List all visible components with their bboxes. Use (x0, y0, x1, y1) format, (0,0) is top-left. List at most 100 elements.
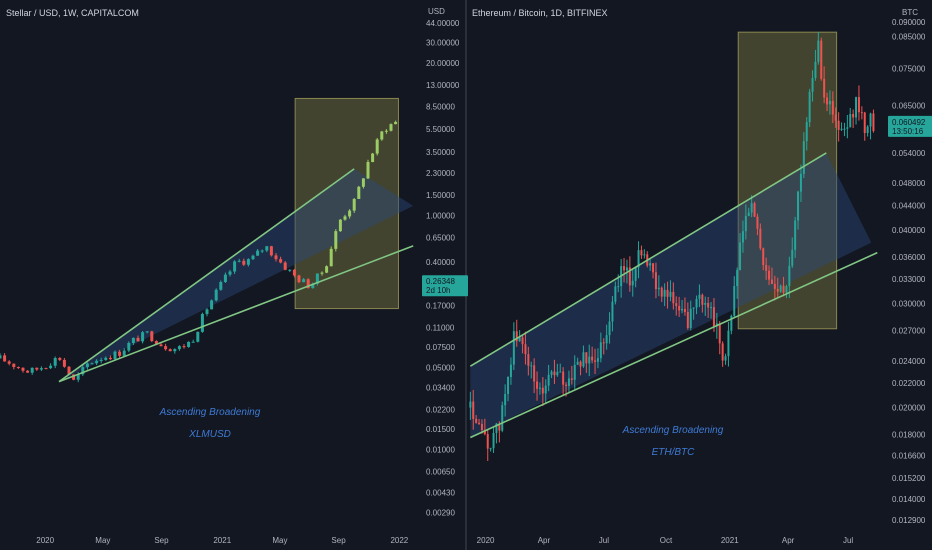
candle-body (196, 331, 200, 342)
candle-body (776, 288, 779, 292)
candle-body (559, 371, 562, 373)
right-chart: 0.090000 0.085000 0.075000 0.065000 0.054000… (469, 8, 932, 545)
y-tick-label: 44.00000 (426, 19, 460, 28)
candle-body (512, 331, 515, 365)
candle-body (507, 377, 510, 395)
candle-body (72, 374, 76, 380)
candle-body (256, 250, 260, 256)
y-tick-label: 0.012900 (892, 516, 926, 525)
candle-body (469, 401, 472, 408)
x-tick-label: Apr (782, 536, 795, 545)
candle-body (811, 77, 814, 92)
y-tick-label: 1.00000 (426, 211, 455, 220)
y-tick-label: 0.00430 (426, 488, 455, 497)
candle-body (718, 323, 721, 344)
candle-body (750, 203, 753, 213)
y-tick-label: 0.022000 (892, 379, 926, 388)
candle-body (187, 341, 191, 347)
candle-body (343, 216, 347, 220)
candle-body (799, 173, 802, 192)
y-tick-label: 0.075000 (892, 65, 926, 74)
candle-body (617, 286, 620, 288)
candle-body (565, 384, 568, 386)
candle-body (724, 356, 727, 361)
candle-body (168, 349, 172, 352)
y-tick-label: 1.50000 (426, 191, 455, 200)
y-tick-label: 0.024000 (892, 357, 926, 366)
candle-body (736, 270, 739, 287)
candle-body (480, 423, 483, 431)
candle-body (828, 100, 831, 105)
candle-body (274, 255, 278, 260)
price-badge (422, 275, 468, 297)
candle-body (191, 341, 195, 343)
candle-body (640, 250, 643, 256)
candle-body (150, 331, 154, 342)
candle-body (669, 291, 672, 297)
candle-body (782, 285, 785, 293)
y-tick-label: 0.048000 (892, 179, 926, 188)
candle-body (768, 270, 771, 280)
candle-body (654, 272, 657, 290)
candle-body (118, 351, 122, 356)
y-tick-label: 0.065000 (892, 101, 926, 110)
y-tick-label: 0.033000 (892, 275, 926, 284)
candle-body (26, 370, 30, 373)
candle-body (849, 114, 852, 128)
pattern-label: Ascending Broadening (622, 425, 724, 436)
candle-body (628, 267, 631, 286)
candle-body (384, 130, 388, 132)
candle-body (570, 378, 573, 380)
candle-body (576, 361, 579, 365)
candle-body (837, 120, 840, 130)
y-tick-label: 0.054000 (892, 149, 926, 158)
candle-body (739, 242, 742, 271)
candle-body (279, 259, 283, 263)
candle-body (591, 356, 594, 361)
candle-body (361, 178, 365, 187)
candle-body (297, 275, 301, 283)
candle-body (131, 337, 135, 343)
candle-body (44, 368, 48, 370)
x-tick-label: May (95, 536, 110, 545)
candle-body (366, 162, 370, 179)
candle-body (695, 298, 698, 308)
price-badge (888, 115, 932, 137)
candle-body (846, 127, 849, 129)
candle-body (311, 283, 315, 289)
x-tick-label: Jul (599, 536, 609, 545)
candle-body (602, 342, 605, 344)
candle-body (16, 366, 20, 368)
symbol-label: ETH/BTC (652, 447, 696, 458)
y-tick-label: 0.02200 (426, 405, 455, 414)
candle-body (649, 263, 652, 266)
candle-body (808, 91, 811, 123)
candle-body (530, 365, 533, 367)
candle-body (99, 359, 103, 361)
y-tick-label: 3.50000 (426, 148, 455, 157)
y-tick-label: 0.016600 (892, 451, 926, 460)
candle-body (625, 267, 628, 271)
candle-body (39, 368, 43, 370)
candle-body (228, 271, 232, 275)
candle-body (683, 308, 686, 312)
candle-body (744, 215, 747, 232)
candle-body (741, 231, 744, 243)
candle-body (164, 346, 168, 350)
candle-body (689, 308, 692, 329)
candle-body (62, 359, 66, 367)
candle-body (489, 448, 492, 450)
candle-body (666, 289, 669, 297)
candle-body (527, 354, 530, 366)
candle-body (614, 286, 617, 302)
pattern-label: Ascending Broadening (159, 407, 261, 418)
currency-label: USD (428, 7, 445, 16)
candle-body (200, 313, 204, 332)
y-tick-label: 0.020000 (892, 404, 926, 413)
candle-body (623, 266, 626, 271)
candle-body (852, 114, 855, 118)
candle-body (855, 97, 858, 118)
y-tick-label: 0.00290 (426, 508, 455, 517)
candle-body (495, 423, 498, 433)
